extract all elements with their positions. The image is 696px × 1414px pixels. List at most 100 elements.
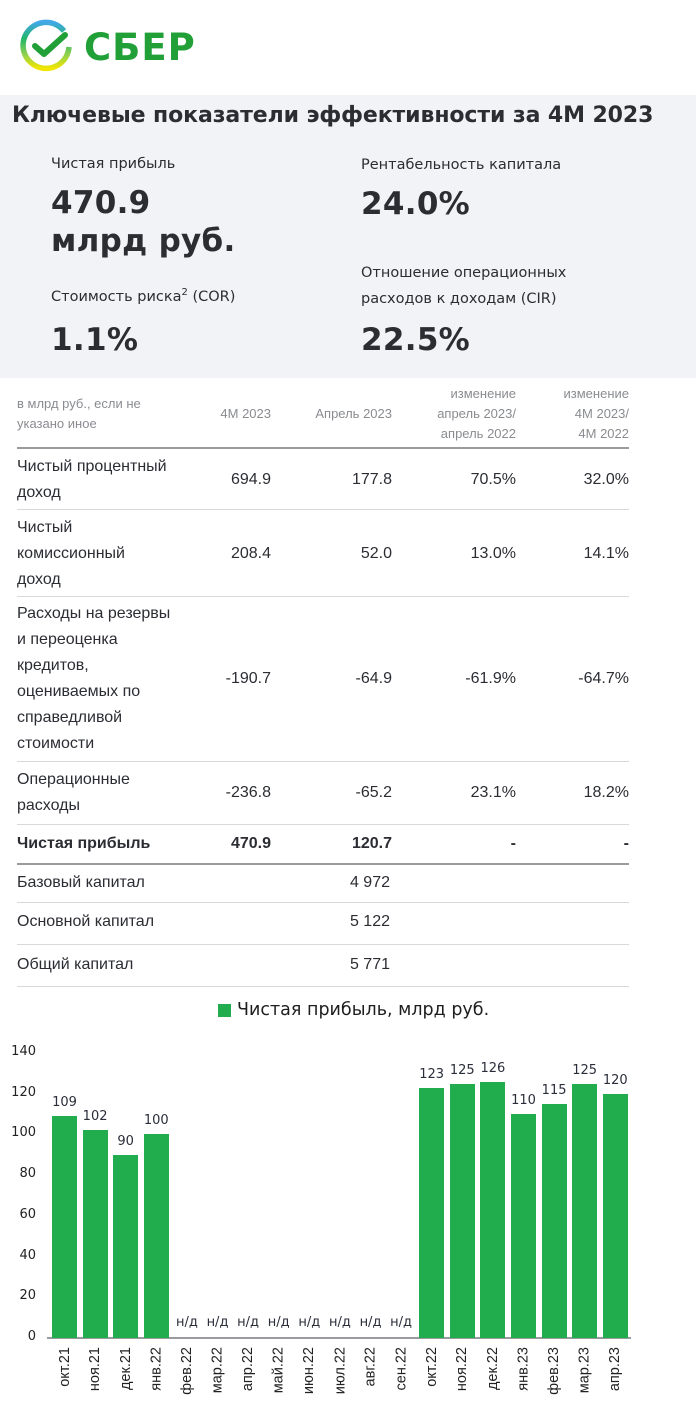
no-data-label: н/д	[175, 1315, 198, 1330]
table-row-net-fee-income: Чистый комиссионный доход 208.4 52.0 13.…	[17, 509, 629, 596]
cell-4m-2023: -190.7	[225, 670, 271, 687]
header-change-4m-l3: 4М 2022	[578, 426, 629, 441]
header-units-line2: указано иное	[17, 416, 97, 431]
no-data-label: н/д	[206, 1315, 229, 1330]
y-tick-label: 40	[19, 1247, 36, 1263]
cell-change-4m: 14.1%	[583, 545, 629, 562]
row-label-line: Базовый капитал	[17, 874, 145, 891]
header-change-apr-l2: апрель 2023/	[437, 406, 516, 421]
no-data-label: н/д	[237, 1315, 260, 1330]
header-change-apr-l1: изменение	[450, 386, 516, 401]
cell-change-april: 13.0%	[470, 545, 516, 562]
kpi-title: Ключевые показатели эффективности за 4М …	[12, 103, 654, 128]
kpi-panel: Ключевые показатели эффективности за 4М …	[0, 95, 696, 378]
y-tick-label: 60	[19, 1206, 36, 1222]
bar	[449, 1083, 475, 1338]
kpi-cor-label-tail: (COR)	[187, 289, 236, 305]
cell-april-2023: -64.9	[355, 670, 392, 687]
no-data-label: н/д	[328, 1315, 351, 1330]
row-label-line: и переоценка	[17, 631, 118, 648]
header-change-4m-l1: изменение	[563, 386, 629, 401]
bar-value-label: 115	[541, 1082, 567, 1098]
x-tick-label: авг.22	[362, 1347, 379, 1387]
row-label-line: Основной капитал	[17, 913, 155, 930]
x-tick-label: мар.23	[576, 1347, 593, 1394]
bar-value-label: 120	[602, 1072, 628, 1088]
cell-change-april: -	[510, 835, 516, 852]
row-label-line: справедливой	[17, 709, 123, 726]
cell-april-2023: 5 122	[349, 913, 390, 930]
row-label-line: Расходы на резервы	[17, 605, 171, 622]
row-label-line: оцениваемых по	[17, 683, 141, 700]
legend-label: Чистая прибыль, млрд руб.	[237, 1000, 490, 1020]
bar-value-label: 126	[480, 1060, 506, 1076]
cell-april-2023: 5 771	[349, 956, 390, 973]
footnote-marker: 2	[181, 287, 188, 299]
kpi-roe-label: Рентабельность капитала	[361, 157, 562, 173]
table-row-base-capital: Базовый капитал 4 972	[17, 863, 629, 903]
cell-april-2023: 120.7	[351, 835, 392, 852]
x-tick-label: июн.22	[301, 1347, 318, 1395]
bar-value-label: 123	[419, 1066, 445, 1082]
table-row-net-interest-income: Чистый процентный доход 694.9 177.8 70.5…	[17, 447, 629, 510]
bar	[419, 1087, 445, 1338]
row-label-line: расходы	[17, 797, 80, 814]
table-row-total-capital: Общий капитал 5 771	[17, 944, 629, 986]
y-tick-label: 80	[19, 1166, 36, 1182]
x-tick-label: окт.21	[56, 1347, 73, 1387]
row-label-line: доход	[17, 571, 61, 588]
bar	[52, 1116, 77, 1338]
bar	[602, 1093, 628, 1338]
bar	[511, 1114, 536, 1338]
x-tick-label: май.22	[270, 1347, 287, 1394]
cell-4m-2023: 470.9	[230, 835, 271, 852]
table-bottom-rule	[17, 986, 629, 987]
cell-april-2023: 177.8	[351, 471, 392, 488]
cell-4m-2023: -236.8	[225, 784, 271, 801]
row-label-line: стоимости	[17, 735, 95, 752]
sber-logo: СБЕР	[18, 19, 196, 74]
x-tick-label: дек.21	[117, 1347, 134, 1391]
chart-legend: Чистая прибыль, млрд руб.	[218, 1000, 489, 1020]
x-tick-label: июл.22	[331, 1347, 348, 1395]
x-tick-label: апр.22	[240, 1347, 257, 1392]
cell-change-4m: -64.7%	[578, 670, 629, 687]
row-label-line: Общий капитал	[17, 956, 134, 973]
bar-value-label: 100	[143, 1113, 169, 1129]
table-row-net-profit: Чистая прибыль 470.9 120.7 - -	[17, 824, 629, 864]
bar-value-label: 102	[82, 1109, 108, 1125]
x-tick-label: апр.23	[607, 1347, 624, 1392]
kpi-cir-label-line2: расходов к доходам (CIR)	[361, 291, 557, 307]
x-tick-label: янв.23	[515, 1347, 532, 1391]
row-label-line: Чистый	[17, 519, 73, 536]
kpi-cor-value: 1.1%	[51, 322, 139, 358]
sber-check-ring-icon	[20, 19, 72, 72]
x-tick-label: дек.22	[484, 1347, 501, 1391]
cell-4m-2023: 208.4	[230, 545, 271, 562]
kpi-cor-label: Стоимость риска2 (COR)	[51, 284, 235, 310]
kpi-cor-label-main: Стоимость риска	[51, 289, 182, 305]
header-change-apr-l3: апрель 2022	[440, 426, 516, 441]
row-label-line: Операционные	[17, 771, 130, 788]
cell-change-april: 23.1%	[470, 784, 516, 801]
net-profit-bar-chart: Чистая прибыль, млрд руб. 0 20 40 60 80 100 12…	[0, 995, 696, 1414]
x-tick-label: сен.22	[393, 1347, 410, 1391]
bar	[572, 1083, 598, 1338]
bar	[143, 1134, 169, 1338]
x-tick-label: ноя.21	[87, 1347, 104, 1392]
bar	[113, 1154, 139, 1338]
table-row-operating-expenses: Операционные расходы -236.8 -65.2 23.1% …	[17, 761, 629, 824]
cell-change-april: -61.9%	[465, 670, 516, 687]
row-label-line: комиссионный	[17, 545, 125, 562]
kpi-roe-value: 24.0%	[361, 186, 471, 222]
no-data-label: н/д	[390, 1315, 413, 1330]
no-data-label: н/д	[267, 1315, 290, 1330]
y-tick-label: 140	[11, 1044, 36, 1059]
x-axis-line	[47, 1337, 631, 1339]
header-april-2023: Апрель 2023	[315, 406, 392, 421]
table-header: в млрд руб., если не указано иное 4М 202…	[0, 378, 696, 448]
legend-swatch	[218, 1003, 231, 1017]
cell-change-4m: 18.2%	[583, 784, 629, 801]
cell-april-2023: -65.2	[355, 784, 392, 801]
kpi-cir-label-line1: Отношение операционных	[361, 265, 567, 281]
